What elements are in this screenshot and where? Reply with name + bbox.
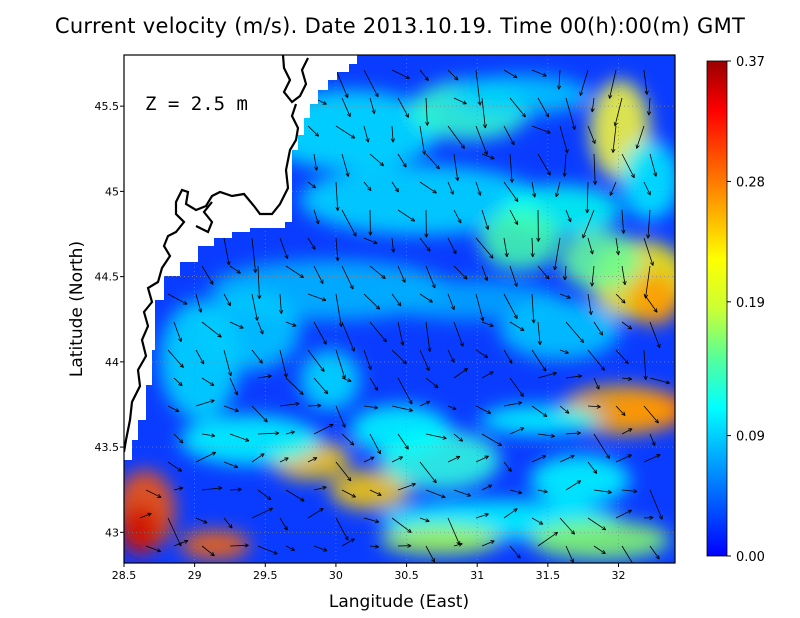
- y-tick-label: 44.5: [95, 271, 120, 284]
- colorbar-tick-label: 0.28: [736, 175, 765, 190]
- x-tick-label: 28.5: [112, 569, 137, 582]
- x-axis-ticks: 28.5 29 29.5 30 30.5 31 31.5 32: [112, 563, 625, 582]
- colorbar: [706, 60, 728, 557]
- y-tick-label: 43: [105, 526, 119, 539]
- map-title: Current velocity (m/s). Date 2013.10.19.…: [54, 14, 746, 38]
- y-axis-ticks: 43 43.5 44 44.5 45 45.5: [95, 100, 124, 539]
- x-tick-label: 31: [470, 569, 484, 582]
- x-tick-label: 30: [329, 569, 343, 582]
- land-area: [124, 55, 357, 460]
- current-arrows: [139, 69, 670, 563]
- y-tick-label: 45: [105, 185, 119, 198]
- x-tick-label: 29: [188, 569, 202, 582]
- y-tick-label: 45.5: [95, 100, 120, 113]
- colorbar-tick-label: 0.19: [736, 296, 765, 311]
- velocity-field: [124, 55, 675, 563]
- x-tick-label: 31.5: [536, 569, 561, 582]
- y-axis-label: Latitude (North): [67, 241, 87, 377]
- coastline: [124, 55, 309, 453]
- colorbar-tick-label: 0.09: [736, 430, 765, 445]
- x-tick-label: 29.5: [253, 569, 278, 582]
- x-axis-label: Langitude (East): [329, 592, 469, 612]
- plot-frame: [123, 54, 676, 564]
- colorbar-tick-label: 0.00: [736, 550, 765, 565]
- depth-label: Z = 2.5 m: [145, 93, 248, 115]
- colorbar-ticks: 0.37 0.28 0.19 0.09 0.00: [727, 55, 765, 565]
- x-tick-label: 30.5: [394, 569, 419, 582]
- colorbar-tick-label: 0.37: [736, 55, 765, 70]
- y-tick-label: 43.5: [95, 441, 120, 454]
- y-tick-label: 44: [105, 356, 119, 369]
- x-tick-label: 32: [611, 569, 625, 582]
- speed-shading: [124, 75, 675, 560]
